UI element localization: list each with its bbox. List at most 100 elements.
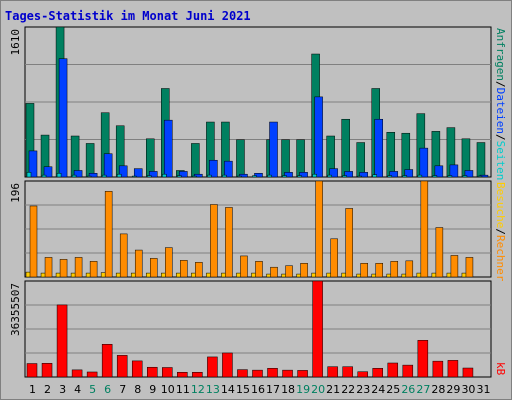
panel-3-ymax-label: 36355507: [9, 283, 22, 336]
bar-anfragen-day-12: [191, 143, 200, 178]
legend-top-panel-part: Seiten: [494, 141, 507, 181]
bar-dateien-day-13: [209, 159, 218, 178]
bar-besuche-day-10: [165, 247, 173, 278]
bar-kb-day-29: [447, 360, 459, 378]
bar-seiten-day-30: [462, 175, 468, 178]
bar-seiten-day-21: [327, 174, 332, 178]
bar-besuche-day-24: [375, 263, 383, 278]
bar-seiten-day-23: [357, 175, 362, 178]
bar-dateien-day-4: [73, 170, 83, 178]
bar-kb-day-19: [297, 370, 308, 378]
bar-dateien-day-7: [118, 165, 128, 178]
bar-besuche-day-17: [270, 266, 278, 278]
bar-seiten-day-31: [477, 175, 483, 178]
bar-kb-day-18: [282, 369, 293, 378]
bar-dateien-day-12: [194, 173, 203, 178]
bar-seiten-day-5: [86, 175, 92, 178]
bar-kb-day-30: [462, 367, 474, 378]
bar-besuche-day-16: [255, 261, 263, 278]
bar-seiten-day-4: [71, 174, 77, 178]
bar-seiten-day-24: [372, 174, 377, 178]
bar-seiten-day-20: [312, 173, 317, 178]
x-tick-label-day-12: 12: [191, 383, 205, 396]
x-tick-label-day-31: 31: [476, 383, 490, 396]
bar-seiten-day-7: [116, 173, 122, 178]
bar-kb-day-21: [327, 366, 338, 378]
bar-besuche-day-29: [450, 255, 459, 278]
bar-seiten-day-13: [207, 174, 212, 178]
bar-kb-day-13: [207, 356, 218, 378]
bar-besuche-day-26: [405, 260, 414, 278]
bar-kb-day-1: [26, 363, 38, 378]
x-tick-label-day-18: 18: [281, 383, 295, 396]
legend-top-panel-part: Dateien: [494, 88, 507, 134]
x-tick-label-day-17: 17: [266, 383, 280, 396]
bar-kb-day-4: [71, 369, 83, 378]
bar-seiten-day-26: [402, 175, 408, 178]
bar-seiten-day-18: [282, 175, 287, 178]
bar-seiten-day-3: [56, 173, 62, 178]
bar-dateien-day-30: [464, 170, 474, 178]
bar-dateien-day-16: [254, 173, 263, 178]
legend-bottom-panel-part: kB: [494, 362, 507, 376]
bar-besuche-day-6: [104, 191, 113, 278]
x-tick-label-day-25: 25: [386, 383, 400, 396]
bar-dateien-day-27: [419, 147, 429, 178]
x-tick-label-day-4: 4: [74, 383, 81, 396]
x-tick-label-day-10: 10: [161, 383, 175, 396]
bar-besuche-day-15: [240, 255, 248, 278]
bar-seiten-day-15: [237, 175, 242, 178]
bar-besuche-day-5: [89, 261, 98, 278]
x-tick-label-day-2: 2: [44, 383, 51, 396]
bar-kb-day-9: [147, 366, 158, 378]
bar-seiten-day-22: [342, 175, 347, 178]
bar-besuche-day-13: [210, 204, 218, 278]
bar-dateien-day-6: [103, 153, 113, 178]
x-tick-label-day-28: 28: [431, 383, 445, 396]
bar-seiten-day-2: [41, 174, 47, 178]
x-tick-label-day-1: 1: [29, 383, 36, 396]
x-tick-label-day-13: 13: [206, 383, 220, 396]
bar-dateien-day-19: [299, 172, 308, 178]
bar-seiten-day-10: [162, 173, 167, 178]
bar-seiten-day-16: [252, 175, 257, 178]
bar-kb-day-16: [252, 369, 263, 378]
bar-besuche-day-2: [44, 257, 53, 278]
x-tick-label-day-22: 22: [341, 383, 355, 396]
x-tick-label-day-9: 9: [149, 383, 156, 396]
bar-kb-day-15: [237, 369, 248, 378]
bar-dateien-day-22: [344, 171, 353, 178]
bar-dateien-day-2: [43, 166, 53, 178]
bar-anfragen-day-18: [281, 139, 290, 178]
bar-seiten-day-1: [26, 172, 32, 178]
panel-1-ymax-label: 1610: [9, 29, 22, 56]
x-tick-label-day-30: 30: [461, 383, 475, 396]
legend-bottom-panel: kB: [494, 362, 507, 376]
bar-seiten-day-25: [387, 175, 393, 178]
bar-besuche-day-11: [180, 260, 188, 278]
bar-kb-day-27: [417, 340, 429, 378]
bar-besuche-day-1: [29, 205, 38, 278]
legend-top-panel-part: /: [494, 134, 507, 141]
bar-dateien-day-28: [434, 165, 444, 178]
bar-besuche-day-4: [74, 257, 83, 278]
x-tick-label-day-14: 14: [221, 383, 235, 396]
x-tick-label-day-20: 20: [311, 383, 325, 396]
bar-dateien-day-29: [449, 164, 459, 178]
bar-dateien-day-10: [164, 119, 173, 178]
panel-2-ymax-label: 196: [9, 183, 22, 203]
legend-top-panel-part: /: [494, 81, 507, 88]
bar-dateien-day-9: [149, 171, 158, 178]
bar-seiten-day-6: [101, 174, 107, 178]
legend-middle-panel: Besuche/Rechner: [494, 182, 507, 282]
bar-seiten-day-9: [147, 175, 152, 178]
bar-dateien-day-5: [88, 173, 98, 178]
bar-anfragen-day-5: [85, 143, 95, 178]
bar-besuche-day-19: [300, 263, 308, 278]
bar-seiten-day-29: [447, 175, 453, 178]
x-tick-label-day-15: 15: [236, 383, 250, 396]
bar-besuche-day-7: [119, 233, 128, 278]
bar-dateien-day-17: [269, 121, 278, 178]
bar-dateien-day-20: [314, 96, 323, 178]
